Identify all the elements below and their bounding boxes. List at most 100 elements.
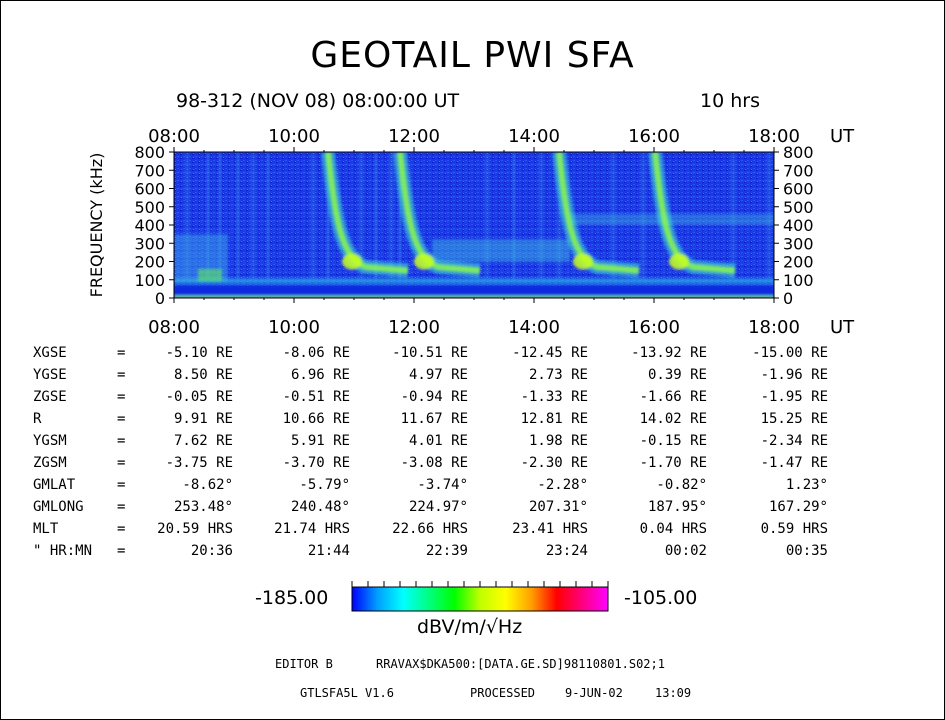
ephemeris-value: -1.47 RE bbox=[760, 455, 828, 471]
ephemeris-value: -3.08 RE bbox=[400, 455, 468, 471]
ephemeris-value: -13.92 RE bbox=[631, 345, 707, 361]
ephemeris-value: -0.15 RE bbox=[639, 433, 707, 449]
vertical-streak bbox=[513, 152, 515, 278]
y-tick-label-right: 700 bbox=[783, 161, 814, 180]
page-title: GEOTAIL PWI SFA bbox=[310, 35, 635, 76]
ephemeris-value: 8.50 RE bbox=[173, 367, 233, 383]
ephemeris-label: YGSE bbox=[33, 367, 67, 383]
ephemeris-value: 187.95° bbox=[647, 499, 707, 515]
ephemeris-value: 22.66 HRS bbox=[392, 521, 468, 537]
ephemeris-label: ZGSM bbox=[33, 455, 67, 471]
x-tick-label-bottom: 08:00 bbox=[148, 317, 200, 338]
ephemeris-equals: = bbox=[117, 433, 126, 449]
ephemeris-value: -3.75 RE bbox=[165, 455, 233, 471]
vertical-streak bbox=[186, 152, 188, 278]
ephemeris-value: 6.96 RE bbox=[290, 367, 350, 383]
ephemeris-value: 240.48° bbox=[290, 499, 350, 515]
ephemeris-value: 21:44 bbox=[307, 543, 350, 559]
ephemeris-value: 20.59 HRS bbox=[157, 521, 233, 537]
lowfreq-band bbox=[174, 295, 774, 298]
ephemeris-value: -8.62° bbox=[182, 477, 233, 493]
ephemeris-value: -1.96 RE bbox=[760, 367, 828, 383]
ephemeris-value: -0.94 RE bbox=[400, 389, 468, 405]
x-tick-label-top: 16:00 bbox=[628, 126, 680, 147]
burst-peak bbox=[342, 253, 362, 270]
colorbar-unit-label: dBV/m/√Hz bbox=[417, 616, 523, 638]
x-tick-label-top: 18:00 bbox=[748, 126, 800, 147]
x-tick-label-bottom: 18:00 bbox=[748, 317, 800, 338]
ephemeris-equals: = bbox=[117, 477, 126, 493]
x-tick-label-top: 08:00 bbox=[148, 126, 200, 147]
ephemeris-label: R bbox=[33, 411, 42, 427]
ephemeris-value: -5.10 RE bbox=[165, 345, 233, 361]
ephemeris-value: 224.97° bbox=[408, 499, 468, 515]
date-line: 98-312 (NOV 08) 08:00:00 UT bbox=[176, 90, 460, 112]
vertical-streak bbox=[540, 152, 542, 278]
x-tick-label-bottom: 14:00 bbox=[508, 317, 560, 338]
ephemeris-value: 23.41 HRS bbox=[512, 521, 588, 537]
ephemeris-value: 00:02 bbox=[664, 543, 707, 559]
ephemeris-label: " HR:MN bbox=[33, 543, 93, 559]
ephemeris-value: 7.62 RE bbox=[173, 433, 233, 449]
vertical-streak bbox=[375, 152, 377, 278]
y-tick-label-left: 300 bbox=[134, 234, 165, 253]
ephemeris-table: XGSE = -5.10 RE -8.06 RE -10.51 RE -12.45 RE -… bbox=[0, 345, 945, 567]
ephemeris-value: 21.74 HRS bbox=[274, 521, 350, 537]
ephemeris-value: 12.81 RE bbox=[520, 411, 588, 427]
ephemeris-value: -0.05 RE bbox=[165, 389, 233, 405]
burst-peak bbox=[573, 253, 593, 270]
ephemeris-equals: = bbox=[117, 521, 126, 537]
ephemeris-value: -3.70 RE bbox=[282, 455, 350, 471]
ephemeris-label: MLT bbox=[33, 521, 59, 537]
ephemeris-equals: = bbox=[117, 389, 126, 405]
horizontal-streak bbox=[174, 188, 774, 190]
horizontal-streak bbox=[174, 172, 774, 174]
ephemeris-value: -2.28° bbox=[537, 477, 588, 493]
burst-peak bbox=[414, 253, 434, 270]
vertical-streak bbox=[486, 152, 488, 278]
ephemeris-value: 1.98 RE bbox=[528, 433, 588, 449]
horizontal-streak bbox=[174, 163, 774, 165]
ephemeris-value: 4.97 RE bbox=[408, 367, 468, 383]
ephemeris-value: -5.79° bbox=[299, 477, 350, 493]
y-tick-label-right: 800 bbox=[783, 143, 814, 162]
y-tick-label-left: 500 bbox=[134, 198, 165, 217]
ephemeris-value: -1.66 RE bbox=[639, 389, 707, 405]
ephemeris-value: -0.51 RE bbox=[282, 389, 350, 405]
ephemeris-value: 4.01 RE bbox=[408, 433, 468, 449]
ephemeris-value: 15.25 RE bbox=[760, 411, 828, 427]
y-tick-label-right: 600 bbox=[783, 180, 814, 199]
ephemeris-label: GMLAT bbox=[33, 477, 76, 493]
ephemeris-value: -1.70 RE bbox=[639, 455, 707, 471]
colorbar-min-label: -185.00 bbox=[255, 587, 329, 609]
horizontal-streak bbox=[174, 229, 774, 231]
colorbar-rect bbox=[351, 586, 609, 612]
ephemeris-value: 0.59 HRS bbox=[760, 521, 828, 537]
ephemeris-equals: = bbox=[117, 411, 126, 427]
y-tick-label-right: 0 bbox=[783, 289, 793, 308]
vertical-streak bbox=[360, 152, 362, 278]
y-tick-label-right: 200 bbox=[783, 253, 814, 272]
ephemeris-value: -12.45 RE bbox=[512, 345, 588, 361]
vertical-streak bbox=[390, 152, 392, 278]
ephemeris-value: -0.82° bbox=[656, 477, 707, 493]
x-tick-label-bottom: 16:00 bbox=[628, 317, 680, 338]
ephemeris-value: 20:36 bbox=[190, 543, 233, 559]
y-tick-label-right: 300 bbox=[783, 234, 814, 253]
vertical-streak bbox=[219, 152, 221, 278]
processed-label: PROCESSED bbox=[470, 686, 536, 700]
x-tick-label-bottom: 12:00 bbox=[388, 317, 440, 338]
diffuse-plateau bbox=[432, 239, 570, 262]
x-axis-label-bottom: UT bbox=[830, 317, 855, 338]
y-tick-label-right: 100 bbox=[783, 271, 814, 290]
spectrogram-image bbox=[174, 152, 774, 298]
x-tick-label-top: 14:00 bbox=[508, 126, 560, 147]
colorbar-gradient bbox=[351, 581, 609, 612]
spectrogram-emissions bbox=[174, 152, 774, 298]
y-tick-label-left: 600 bbox=[134, 180, 165, 199]
ephemeris-value: 23:24 bbox=[545, 543, 588, 559]
chart-axes: 08:00 08:00 10:00 10:00 12:00 12:00 14:00 14:00… bbox=[87, 126, 855, 338]
ephemeris-equals: = bbox=[117, 367, 126, 383]
ephemeris-label: YGSM bbox=[33, 433, 67, 449]
ephemeris-equals: = bbox=[117, 345, 126, 361]
